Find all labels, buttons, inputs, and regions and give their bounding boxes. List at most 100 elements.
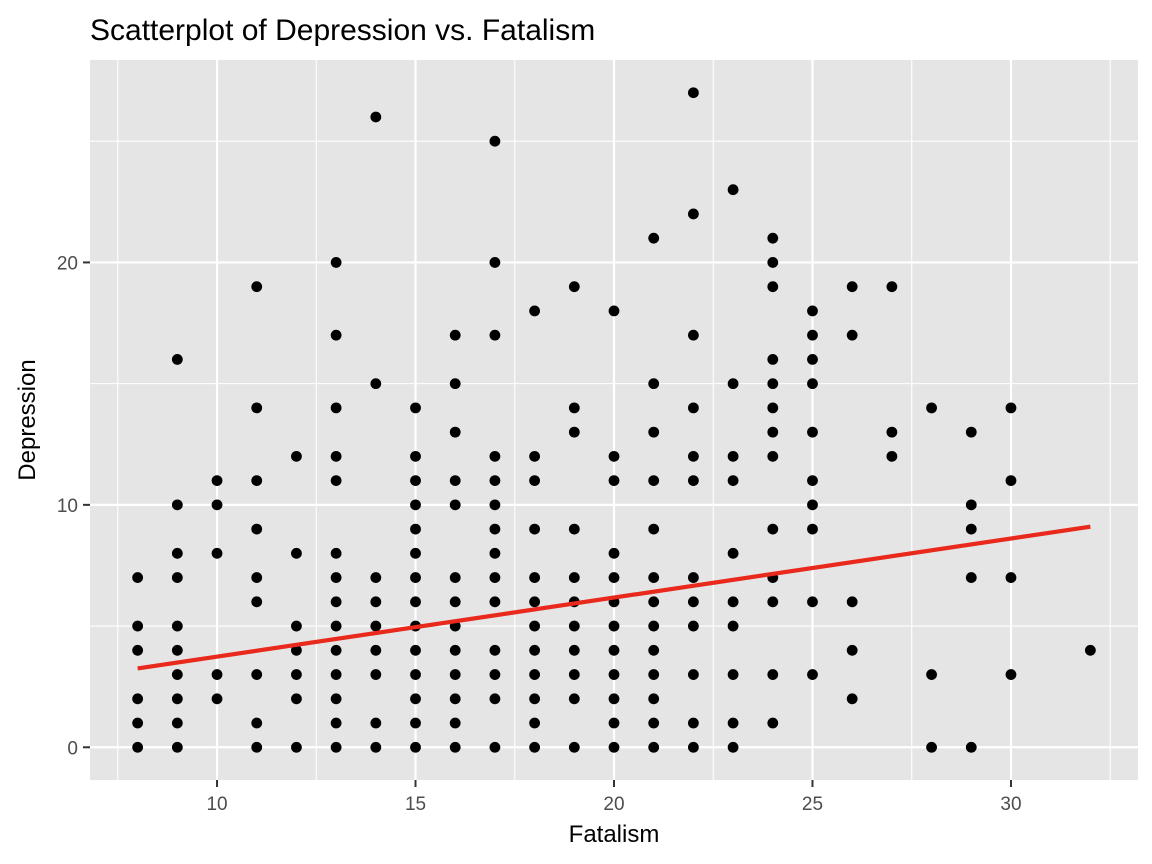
data-point <box>846 693 858 705</box>
data-point <box>608 450 620 462</box>
x-tick-label: 25 <box>802 794 823 815</box>
data-point <box>370 644 382 656</box>
data-point <box>489 329 501 341</box>
data-point <box>330 620 342 632</box>
data-point <box>529 620 541 632</box>
data-point <box>687 87 699 99</box>
data-point <box>449 644 461 656</box>
data-point <box>568 402 580 414</box>
data-point <box>965 572 977 583</box>
data-point <box>568 572 580 583</box>
data-point <box>370 669 382 680</box>
data-point <box>410 693 421 705</box>
data-point <box>410 669 421 680</box>
data-point <box>767 353 779 365</box>
data-point <box>370 111 382 123</box>
data-point <box>648 669 660 680</box>
data-point <box>489 644 501 656</box>
data-point <box>608 644 620 656</box>
data-point <box>489 135 501 147</box>
data-point <box>529 305 541 317</box>
data-point <box>330 547 342 559</box>
data-point <box>727 669 739 680</box>
data-point <box>727 596 739 608</box>
data-point <box>291 693 302 705</box>
data-point <box>291 644 302 656</box>
data-point <box>648 378 660 390</box>
data-point <box>410 450 421 462</box>
data-point <box>370 620 382 632</box>
data-point <box>132 693 144 705</box>
data-point <box>132 620 144 632</box>
data-point <box>449 329 461 341</box>
data-point <box>568 523 580 535</box>
data-point <box>171 644 183 656</box>
data-point <box>291 669 302 680</box>
data-point <box>767 232 779 244</box>
data-point <box>330 572 342 583</box>
data-point <box>410 475 421 487</box>
data-point <box>1005 402 1017 414</box>
data-point <box>727 378 739 390</box>
data-point <box>211 669 223 680</box>
data-point <box>529 717 541 729</box>
data-point <box>489 475 501 487</box>
data-point <box>489 547 501 559</box>
data-point <box>807 353 818 365</box>
data-point <box>687 717 699 729</box>
data-point <box>251 572 263 583</box>
data-point <box>410 402 421 414</box>
data-point <box>449 378 461 390</box>
data-point <box>807 426 818 438</box>
data-point <box>727 620 739 632</box>
data-point <box>211 499 223 511</box>
data-point <box>608 620 620 632</box>
data-point <box>291 450 302 462</box>
data-point <box>410 572 421 583</box>
data-point <box>608 717 620 729</box>
data-point <box>1005 572 1017 583</box>
data-point <box>568 644 580 656</box>
data-point <box>965 741 977 753</box>
data-point <box>846 281 858 293</box>
data-point <box>410 499 421 511</box>
data-point <box>410 523 421 535</box>
data-point <box>410 717 421 729</box>
data-point <box>568 693 580 705</box>
data-point <box>171 499 183 511</box>
data-point <box>767 402 779 414</box>
data-point <box>807 378 818 390</box>
data-point <box>171 669 183 680</box>
data-point <box>568 426 580 438</box>
data-point <box>489 596 501 608</box>
data-point <box>767 426 779 438</box>
data-point <box>529 450 541 462</box>
data-point <box>608 669 620 680</box>
data-point <box>767 596 779 608</box>
data-point <box>926 402 937 414</box>
data-point <box>449 669 461 680</box>
data-point <box>727 717 739 729</box>
data-point <box>568 620 580 632</box>
data-point <box>449 693 461 705</box>
data-point <box>767 450 779 462</box>
data-point <box>648 693 660 705</box>
data-point <box>330 741 342 753</box>
data-point <box>330 693 342 705</box>
data-point <box>211 693 223 705</box>
axis-ticks: 10 15 20 25 30 0 10 20 <box>57 253 1022 815</box>
data-point <box>211 475 223 487</box>
data-point <box>410 741 421 753</box>
data-point <box>1005 669 1017 680</box>
data-point <box>807 523 818 535</box>
data-point <box>449 717 461 729</box>
data-point <box>807 475 818 487</box>
data-point <box>489 669 501 680</box>
data-point <box>767 669 779 680</box>
data-point <box>291 620 302 632</box>
data-point <box>251 402 263 414</box>
data-point <box>727 184 739 196</box>
data-point <box>846 644 858 656</box>
data-point <box>449 741 461 753</box>
